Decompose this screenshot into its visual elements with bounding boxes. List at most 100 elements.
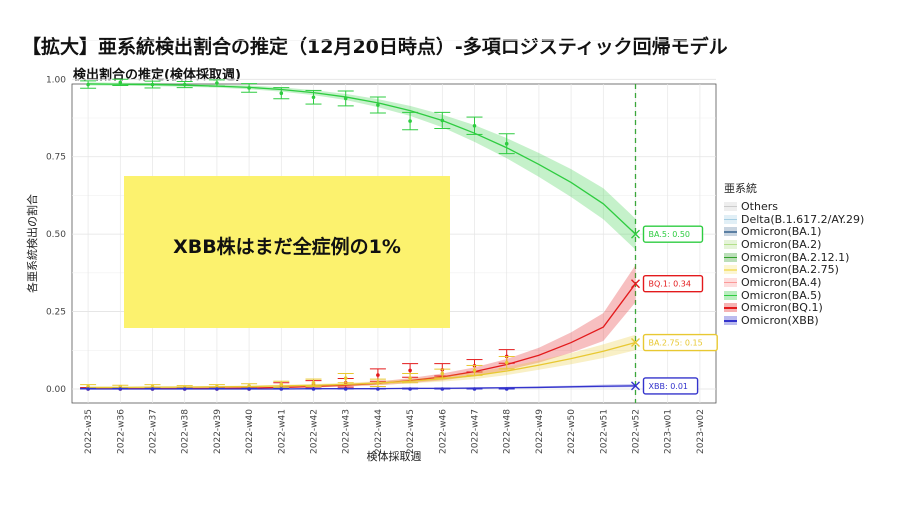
x-tick-label: 2023-w02: [696, 409, 706, 454]
legend-swatch: [724, 201, 737, 211]
legend-swatch: [724, 227, 737, 237]
observed-point: [311, 387, 316, 391]
observed-point: [376, 381, 380, 385]
x-tick-label: 2022-w50: [567, 409, 577, 454]
legend-label: Omicron(XBB): [741, 314, 819, 328]
x-tick-label: 2022-w37: [149, 409, 159, 454]
legend-label: Omicron(BA.1): [741, 225, 822, 239]
observed-point: [279, 387, 284, 391]
observed-point: [343, 376, 348, 380]
observed-point: [150, 387, 155, 391]
observed-point: [86, 387, 90, 391]
observed-point: [440, 387, 445, 391]
observed-point: [247, 384, 251, 388]
legend-label: Delta(B.1.617.2/AY.29): [741, 212, 865, 226]
x-tick-label: 2022-w43: [342, 409, 352, 454]
observed-point: [118, 80, 123, 85]
x-tick-label: 2022-w52: [632, 409, 642, 454]
x-tick-label: 2022-w38: [181, 409, 191, 454]
end-label: BA.5: 0.50: [649, 230, 691, 239]
legend-label: Omicron(BA.4): [741, 275, 822, 289]
observed-point: [376, 373, 380, 377]
legend-swatch: [724, 214, 737, 224]
x-tick-label: 2022-w35: [84, 409, 94, 454]
x-tick-label: 2022-w40: [245, 409, 255, 454]
legend-swatch: [724, 265, 737, 275]
observed-point: [150, 384, 155, 389]
observed-point: [215, 81, 219, 85]
x-tick-label: 2022-w41: [277, 409, 287, 454]
legend: 亜系統 Others Delta(B.1.617.2/AY.29) Omicron(…: [724, 180, 864, 327]
observed-point: [215, 384, 219, 389]
xbb-note-box: XBB株はまだ全症例の1%: [124, 176, 450, 328]
end-label: BQ.1: 0.34: [649, 280, 691, 289]
legend-swatch: [724, 303, 737, 313]
end-label-box: [642, 377, 699, 395]
legend-label: Others: [741, 199, 778, 213]
end-label: XBB: 0.01: [649, 382, 689, 391]
legend-item: Delta(B.1.617.2/AY.29): [724, 213, 864, 226]
observed-point: [118, 387, 123, 391]
observed-point: [150, 82, 155, 87]
legend-swatch: [724, 239, 737, 249]
observed-point: [247, 86, 251, 90]
legend-item: Omicron(BA.2): [724, 238, 864, 251]
observed-point: [472, 368, 477, 373]
observed-point: [86, 82, 90, 87]
observed-point: [376, 103, 380, 107]
x-tick-label: 2022-w44: [374, 409, 384, 454]
legend-title: 亜系統: [724, 182, 757, 195]
x-tick-label: 2023-w01: [664, 409, 674, 454]
observed-point: [182, 387, 187, 391]
legend-label: Omicron(BA.2.75): [741, 263, 839, 277]
observed-point: [215, 387, 219, 391]
confidence-band: [88, 82, 636, 250]
y-tick-label: 0.25: [46, 308, 66, 318]
x-tick-label: 2022-w46: [438, 409, 448, 454]
legend-item: Omicron(BA.4): [724, 276, 864, 289]
end-marker: [631, 338, 640, 348]
legend-item: Others: [724, 200, 864, 213]
legend-swatch: [724, 316, 737, 326]
observed-point: [408, 368, 412, 373]
legend-swatch: [724, 252, 737, 262]
legend-label: Omicron(BQ.1): [741, 301, 823, 315]
legend-swatch: [724, 277, 737, 287]
legend-swatch: [724, 290, 737, 300]
y-tick-label: 0.50: [46, 230, 66, 240]
xbb-note-text: XBB株はまだ全症例の1%: [173, 236, 401, 258]
legend-item: Omicron(BA.2.12.1): [724, 251, 864, 264]
x-tick-label: 2022-w36: [116, 409, 126, 454]
legend-item: Omicron(BA.5): [724, 289, 864, 302]
observed-point: [504, 360, 509, 365]
x-tick-label: 2022-w48: [503, 409, 513, 454]
observed-point: [343, 96, 348, 101]
observed-point: [376, 387, 380, 391]
observed-point: [472, 123, 477, 128]
observed-point: [408, 376, 412, 380]
observed-point: [440, 371, 445, 376]
end-label-box: [642, 274, 704, 293]
fit-line: [88, 83, 636, 235]
legend-label: Omicron(BA.2): [741, 237, 822, 251]
confidence-band: [88, 334, 636, 389]
end-marker: [631, 229, 640, 239]
end-marker: [631, 279, 640, 289]
observed-point: [182, 82, 187, 87]
x-tick-label: 2022-w51: [599, 409, 609, 454]
x-tick-label: 2022-w45: [406, 409, 416, 454]
y-tick-label: 1.00: [46, 75, 66, 85]
observed-point: [311, 95, 316, 100]
end-marker: [631, 381, 640, 391]
legend-item: Omicron(BQ.1): [724, 301, 864, 315]
legend-item: Omicron(XBB): [724, 314, 864, 327]
x-tick-label: 2022-w42: [310, 409, 320, 454]
observed-point: [504, 141, 509, 146]
observed-point: [279, 91, 284, 96]
observed-point: [408, 119, 412, 123]
y-tick-label: 0.75: [46, 153, 66, 163]
observed-point: [440, 118, 445, 123]
observed-point: [279, 382, 284, 387]
x-tick-label: 2022-w39: [213, 409, 223, 454]
end-label-box: [642, 333, 718, 352]
